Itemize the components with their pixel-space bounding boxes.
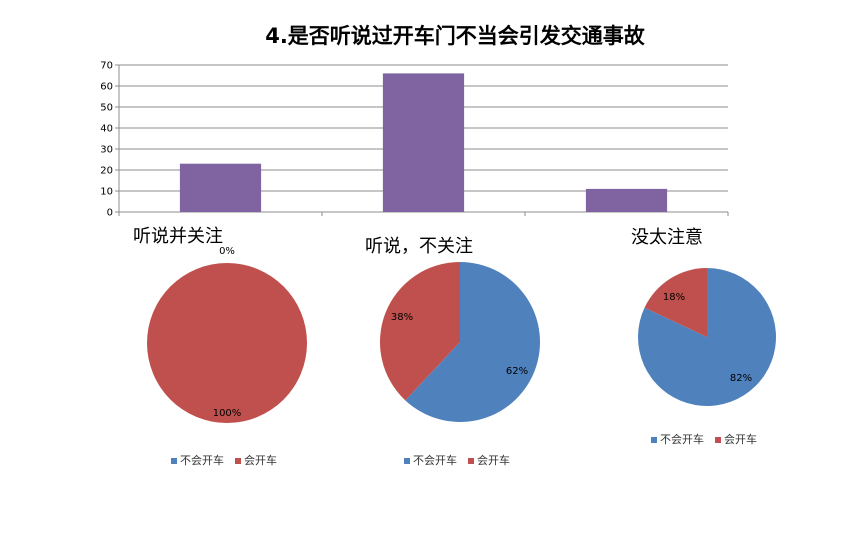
y-tick-label: 10: [100, 187, 113, 198]
pie-slice: [379, 262, 460, 401]
pie-chart: 听说，不关注 62% 38% 不会开车 会开车: [365, 236, 540, 467]
y-tick-label: 70: [100, 61, 113, 72]
legend-label: 不会开车: [180, 453, 224, 467]
bar: [585, 188, 668, 212]
pie-chart-title: 听说并关注: [133, 226, 223, 247]
pie-value-label: 62%: [506, 366, 528, 377]
legend-swatch: [715, 437, 721, 443]
pie-chart-title: 没太注意: [631, 227, 703, 248]
bar-chart-title: 4.是否听说过开车门不当会引发交通事故: [265, 24, 645, 48]
legend-swatch: [171, 458, 177, 464]
y-tick-label: 50: [100, 103, 113, 114]
y-tick-label: 20: [100, 166, 113, 177]
pie-value-label: 100%: [213, 408, 242, 419]
y-tick-label: 40: [100, 124, 113, 135]
pie-slice: [147, 263, 307, 423]
bar-chart-bars: [179, 73, 668, 213]
legend-label: 会开车: [724, 432, 757, 446]
pie-chart: 没太注意 82% 18% 不会开车 会开车: [631, 227, 776, 446]
y-tick-label: 30: [100, 145, 113, 156]
legend-swatch: [235, 458, 241, 464]
pie-slice: [405, 262, 540, 422]
pie-value-label: 38%: [391, 312, 413, 323]
pie-value-label: 18%: [663, 292, 685, 303]
legend-label: 不会开车: [413, 453, 457, 467]
bar: [382, 73, 465, 213]
pie-value-label: 82%: [730, 373, 752, 384]
legend-label: 会开车: [244, 453, 277, 467]
bar: [179, 163, 262, 212]
legend-swatch: [468, 458, 474, 464]
pie-slice: [644, 268, 707, 337]
legend-swatch: [404, 458, 410, 464]
pie-chart-title: 听说，不关注: [365, 236, 473, 257]
pie-value-label: 0%: [219, 246, 235, 257]
y-tick-label: 60: [100, 82, 113, 93]
y-tick-label: 0: [107, 208, 113, 219]
legend-label: 不会开车: [660, 432, 704, 446]
legend-label: 会开车: [477, 453, 510, 467]
legend-swatch: [651, 437, 657, 443]
